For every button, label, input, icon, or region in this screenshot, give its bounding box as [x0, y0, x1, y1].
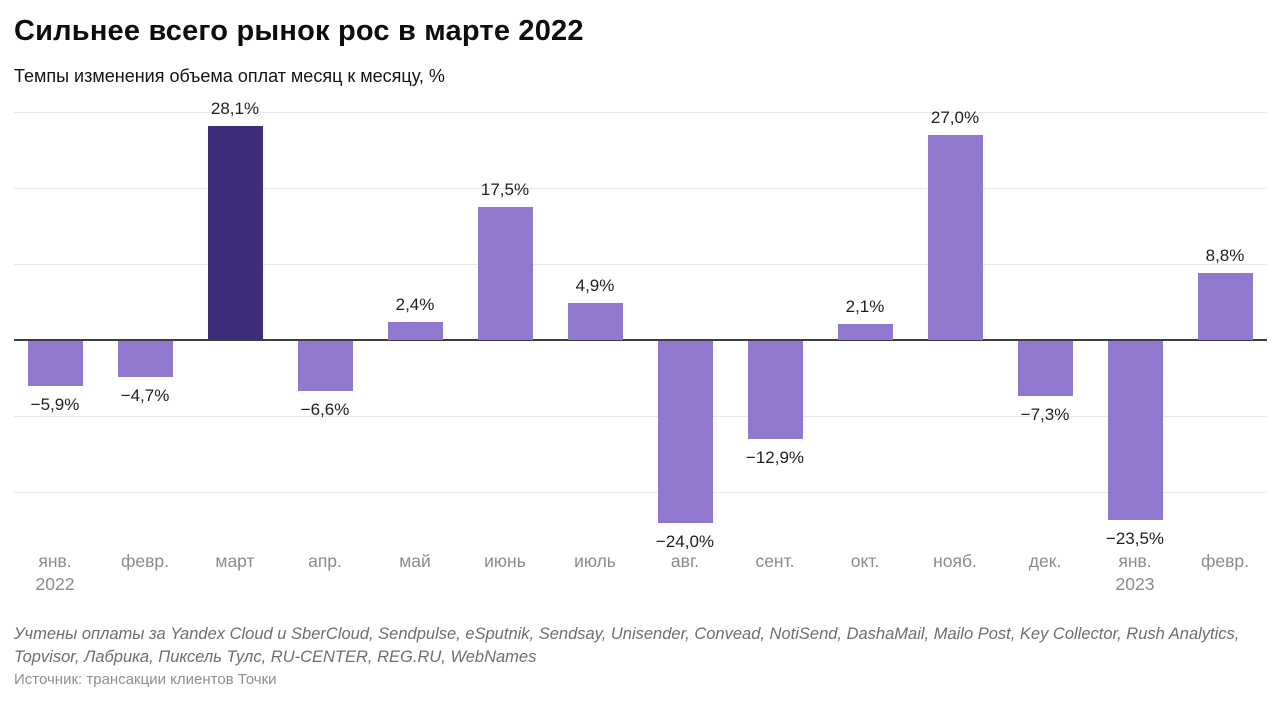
x-tick-label: дек. — [995, 550, 1095, 573]
bar-апр. — [297, 341, 353, 392]
bar-value-label: 2,4% — [395, 294, 435, 314]
gridline-10 — [14, 264, 1267, 265]
bar-февр. — [1197, 273, 1253, 340]
gridline--20 — [14, 492, 1267, 493]
x-tick-month: май — [399, 551, 431, 571]
x-tick-month: март — [215, 551, 255, 571]
bar-дек. — [1017, 341, 1073, 397]
x-tick-label: март — [185, 550, 285, 573]
x-tick-year: 2022 — [35, 574, 75, 594]
bar-value-label: 4,9% — [575, 275, 615, 295]
x-tick-label: авг. — [635, 550, 735, 573]
x-tick-label: июль — [545, 550, 645, 573]
gridline--10 — [14, 416, 1267, 417]
x-tick-month: дек. — [1028, 551, 1062, 571]
x-tick-label: апр. — [275, 550, 375, 573]
footnote-line-2: Topvisor, Лабрика, Пиксель Тулс, RU-CENT… — [14, 648, 537, 666]
x-tick-month: июль — [574, 551, 616, 571]
x-tick-label: июнь — [455, 550, 555, 573]
bar-янв.-2023 — [1107, 341, 1163, 520]
bar-value-label: 2,1% — [845, 297, 885, 317]
bar-окт. — [837, 324, 893, 340]
bar-value-label: −12,9% — [745, 448, 805, 468]
x-tick-label: февр. — [1175, 550, 1275, 573]
gridline-20 — [14, 188, 1267, 189]
bar-value-label: −23,5% — [1105, 528, 1165, 548]
x-tick-label: февр. — [95, 550, 195, 573]
x-tick-month: нояб. — [933, 551, 977, 571]
bar-value-label: 27,0% — [930, 107, 980, 127]
source-note: Источник: трансакции клиентов Точки — [14, 671, 277, 688]
x-tick-month: янв. — [38, 551, 72, 571]
plot-area: −5,9% янв. 2022 −4,7% февр. 28,1% март −6,6% апр… — [14, 95, 1267, 600]
x-tick-month: янв. — [1118, 551, 1152, 571]
footnote: Учтены оплаты за Yandex Cloud и SberClou… — [14, 623, 1239, 669]
bar-value-label: −4,7% — [120, 385, 170, 405]
chart-title: Сильнее всего рынок рос в марте 2022 — [14, 15, 584, 47]
x-tick-month: февр. — [120, 551, 170, 571]
bar-март — [207, 126, 263, 340]
bar-value-label: 28,1% — [210, 99, 260, 119]
x-tick-month: авг. — [670, 551, 700, 571]
bar-value-label: 8,8% — [1205, 246, 1245, 266]
bar-янв.-2022 — [27, 341, 83, 386]
x-tick-label: янв. 2022 — [5, 550, 105, 596]
bar-нояб. — [927, 134, 983, 340]
bar-value-label: −6,6% — [300, 400, 350, 420]
chart-subtitle: Темпы изменения объема оплат месяц к мес… — [14, 66, 445, 86]
x-tick-label: май — [365, 550, 465, 573]
x-axis-line — [14, 339, 1267, 341]
x-tick-month: сент. — [755, 551, 795, 571]
x-tick-label: окт. — [815, 550, 915, 573]
bar-value-label: −24,0% — [655, 532, 715, 552]
x-tick-month: июнь — [484, 551, 526, 571]
bar-value-label: −7,3% — [1020, 405, 1070, 425]
bar-июнь — [477, 207, 533, 340]
x-tick-label: сент. — [725, 550, 825, 573]
bar-февр. — [117, 341, 173, 377]
x-tick-month: февр. — [1200, 551, 1250, 571]
x-tick-label: янв. 2023 — [1085, 550, 1185, 596]
bar-сент. — [747, 341, 803, 440]
x-tick-month: окт. — [850, 551, 880, 571]
x-tick-label: нояб. — [905, 550, 1005, 573]
x-tick-month: апр. — [308, 551, 342, 571]
x-tick-year: 2023 — [1115, 574, 1155, 594]
gridline-30 — [14, 112, 1267, 113]
bar-июль — [567, 302, 623, 340]
footnote-line-1: Учтены оплаты за Yandex Cloud и SberClou… — [14, 625, 1240, 643]
bar-value-label: 17,5% — [480, 180, 530, 199]
bar-value-label: −5,9% — [30, 394, 80, 414]
bar-авг. — [657, 341, 713, 524]
bar-май — [387, 321, 443, 340]
